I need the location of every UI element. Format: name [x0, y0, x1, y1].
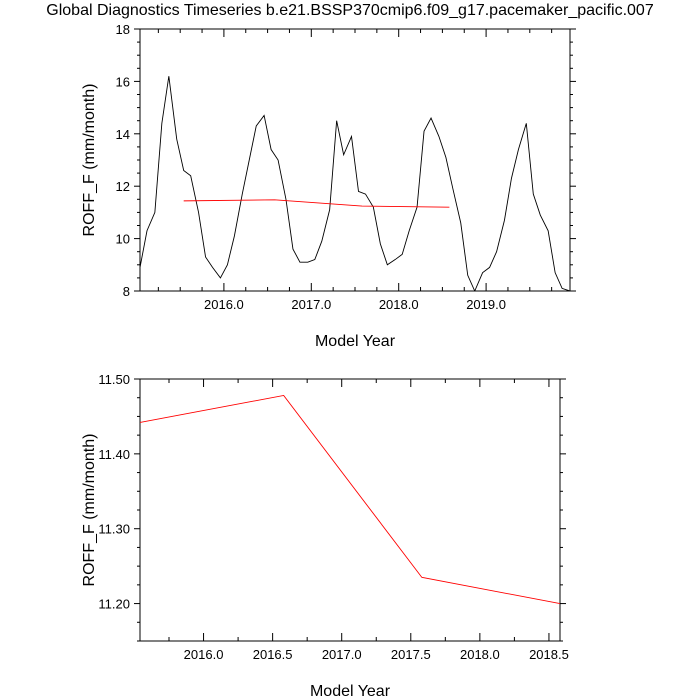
bottom-y-tick-label: 11.50 — [98, 372, 130, 387]
bottom-y-tick-label: 11.40 — [98, 447, 130, 462]
top-y-axis-label: ROFF_F (mm/month) — [81, 84, 98, 237]
bottom-plot-frame — [139, 378, 561, 642]
top-x-tick-label: 2018.0 — [379, 297, 419, 312]
bottom-x-axis-label: Model Year — [310, 683, 391, 700]
top-y-tick-label: 8 — [123, 284, 130, 299]
top-series-line-0 — [140, 76, 570, 291]
bottom-series-line-0 — [140, 394, 560, 605]
bottom-x-tick-label: 2018.0 — [460, 647, 500, 662]
top-x-axis-label: Model Year — [315, 333, 396, 350]
top-x-tick-label: 2017.0 — [291, 297, 331, 312]
page-title: Global Diagnostics Timeseries b.e21.BSSP… — [46, 2, 654, 19]
top-x-tick-label: 2019.0 — [466, 297, 506, 312]
top-y-tick-label: 16 — [116, 74, 130, 89]
top-series-line-1 — [183, 199, 450, 208]
top-y-tick-label: 14 — [116, 127, 130, 142]
top-x-tick-label: 2016.0 — [204, 297, 244, 312]
bottom-x-tick-label: 2017.0 — [322, 647, 362, 662]
bottom-x-tick-label: 2016.0 — [184, 647, 224, 662]
bottom-y-tick-label: 11.20 — [98, 597, 130, 612]
bottom-x-tick-label: 2016.5 — [253, 647, 293, 662]
top-y-tick-label: 12 — [116, 179, 130, 194]
bottom-y-tick-label: 11.30 — [98, 522, 130, 537]
bottom-x-tick-label: 2018.5 — [529, 647, 569, 662]
top-y-tick-label: 10 — [116, 232, 130, 247]
top-y-tick-label: 18 — [116, 22, 130, 37]
bottom-x-tick-label: 2017.5 — [391, 647, 431, 662]
bottom-y-axis-label: ROFF_F (mm/month) — [81, 434, 98, 587]
